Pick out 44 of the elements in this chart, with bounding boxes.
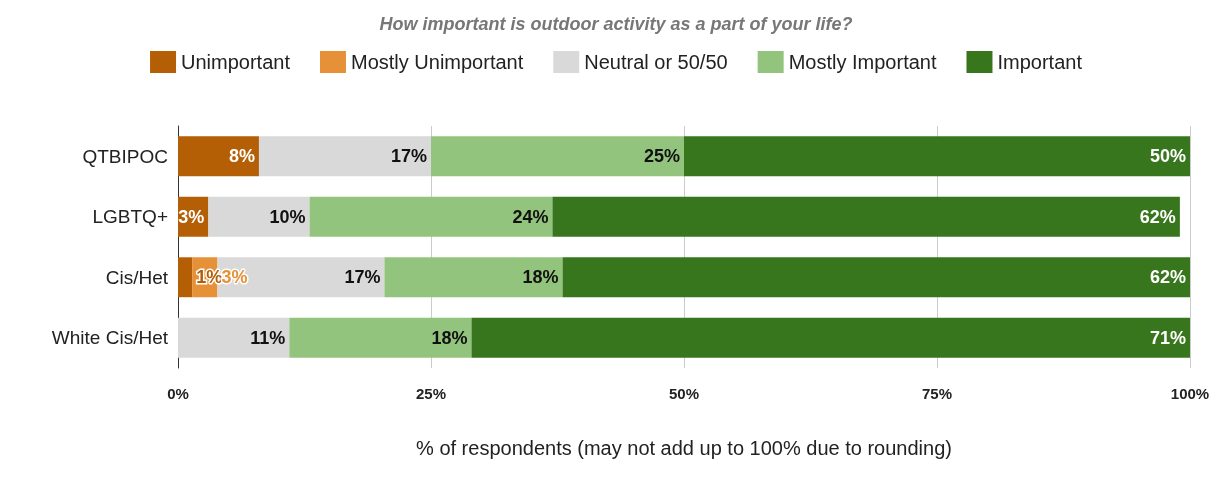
bar [471,317,1190,358]
data-label: 18% [431,327,468,348]
x-tick-label: 75% [921,385,953,402]
data-label: 71% [1149,327,1186,348]
x-axis-title: % of respondents (may not add up to 100% due to rounding) [416,437,952,459]
y-tick-label: LGBTQ+ [92,206,168,228]
bar [384,257,563,298]
legend-label: Neutral or 50/50 [584,51,728,73]
bar [178,257,193,298]
data-label: 62% [1139,206,1176,227]
x-tick-label: 25% [415,385,447,402]
y-tick-label: Cis/Het [105,266,169,288]
data-label: 17% [344,267,381,288]
y-tick-label: White Cis/Het [51,327,169,349]
data-label: 25% [643,146,680,167]
legend-label: Mostly Unimportant [350,51,524,73]
data-label: 50% [1149,146,1186,167]
x-tick-label: 50% [668,385,700,402]
data-label: 18% [522,267,559,288]
bar [178,317,290,358]
bar [289,317,472,358]
data-label: 11% [250,327,286,348]
bar [309,196,553,237]
chart-title: How important is outdoor activity as a part of your life? [379,14,853,34]
y-tick-label: QTBIPOC [82,145,168,167]
bar [258,136,431,177]
bar [178,136,259,177]
data-label: 17% [390,146,427,167]
bar [208,196,310,237]
data-label: 8% [228,146,255,167]
data-label: 10% [269,206,306,227]
data-label: 24% [512,206,549,227]
x-tick-label: 0% [167,385,189,402]
legend-label: Mostly Important [788,51,937,73]
legend-label: Important [997,51,1083,73]
data-label: 3% [221,267,248,288]
legend-label: Unimportant [181,51,291,73]
bar [562,257,1190,298]
data-label: 62% [1149,267,1186,288]
bar [684,136,1190,177]
x-tick-label: 100% [1170,385,1210,402]
data-label: 3% [178,206,205,227]
bar [431,136,684,177]
bar [552,196,1180,237]
